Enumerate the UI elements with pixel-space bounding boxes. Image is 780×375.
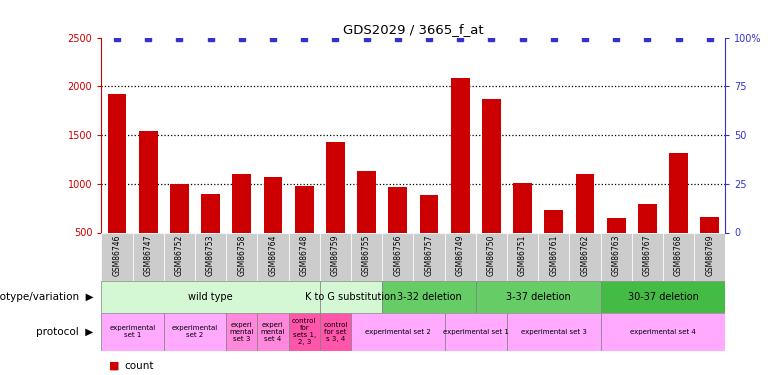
Bar [133, 232, 164, 281]
Bar [445, 313, 507, 351]
Text: wild type: wild type [188, 292, 233, 302]
Bar [451, 78, 470, 281]
Bar [607, 218, 626, 281]
Text: GSM86768: GSM86768 [674, 235, 683, 276]
Bar [476, 281, 601, 313]
Bar [663, 232, 694, 281]
Text: control
for
sets 1,
2, 3: control for sets 1, 2, 3 [292, 318, 317, 345]
Bar [413, 232, 445, 281]
Text: experimental set 3: experimental set 3 [521, 329, 587, 335]
Text: experi
mental
set 3: experi mental set 3 [229, 322, 254, 342]
Text: GSM86748: GSM86748 [300, 235, 309, 276]
Text: GSM86764: GSM86764 [268, 235, 278, 276]
Text: protocol  ▶: protocol ▶ [37, 327, 94, 337]
Bar [445, 232, 476, 281]
Bar [388, 187, 407, 281]
Bar [320, 232, 351, 281]
Bar [195, 232, 226, 281]
Bar [507, 232, 538, 281]
Text: GSM86750: GSM86750 [487, 235, 496, 276]
Bar [638, 204, 657, 281]
Text: GSM86752: GSM86752 [175, 235, 184, 276]
Text: K to G substitution: K to G substitution [306, 292, 396, 302]
Bar [544, 210, 563, 281]
Text: 3-32 deletion: 3-32 deletion [396, 292, 462, 302]
Text: GSM86759: GSM86759 [331, 235, 340, 276]
Bar [700, 217, 719, 281]
Bar [226, 313, 257, 351]
Bar [694, 232, 725, 281]
Text: GSM86762: GSM86762 [580, 235, 590, 276]
Bar [101, 313, 164, 351]
Bar [601, 281, 725, 313]
Bar [482, 99, 501, 281]
Bar [289, 313, 320, 351]
Text: GSM86751: GSM86751 [518, 235, 527, 276]
Text: GSM86767: GSM86767 [643, 235, 652, 276]
Text: experimental set 4: experimental set 4 [630, 329, 696, 335]
Bar [632, 232, 663, 281]
Bar [507, 313, 601, 351]
Text: GSM86761: GSM86761 [549, 235, 558, 276]
Text: 3-37 deletion: 3-37 deletion [505, 292, 571, 302]
Text: GSM86755: GSM86755 [362, 235, 371, 276]
Bar [326, 142, 345, 281]
Bar [101, 232, 133, 281]
Bar [289, 232, 320, 281]
Bar [320, 281, 382, 313]
Bar [320, 313, 351, 351]
Text: GSM86756: GSM86756 [393, 235, 402, 276]
Text: GSM86749: GSM86749 [456, 235, 465, 276]
Title: GDS2029 / 3665_f_at: GDS2029 / 3665_f_at [343, 23, 484, 36]
Text: experimental
set 2: experimental set 2 [172, 326, 218, 338]
Text: 30-37 deletion: 30-37 deletion [628, 292, 698, 302]
Bar [538, 232, 569, 281]
Text: control
for set
s 3, 4: control for set s 3, 4 [323, 322, 348, 342]
Text: experimental
set 1: experimental set 1 [109, 326, 156, 338]
Text: GSM86747: GSM86747 [144, 235, 153, 276]
Text: GSM86757: GSM86757 [424, 235, 434, 276]
Text: ■: ■ [109, 361, 123, 370]
Bar [669, 153, 688, 281]
Bar [164, 232, 195, 281]
Bar [101, 281, 320, 313]
Bar [164, 313, 226, 351]
Text: GSM86769: GSM86769 [705, 235, 714, 276]
Bar [139, 131, 158, 281]
Bar [601, 232, 632, 281]
Bar [513, 183, 532, 281]
Bar [257, 313, 289, 351]
Bar [569, 232, 601, 281]
Bar [201, 194, 220, 281]
Bar [170, 184, 189, 281]
Bar [108, 94, 126, 281]
Text: GSM86753: GSM86753 [206, 235, 215, 276]
Text: experi
mental
set 4: experi mental set 4 [261, 322, 285, 342]
Text: count: count [125, 361, 154, 370]
Bar [382, 281, 476, 313]
Bar [576, 174, 594, 281]
Bar [257, 232, 289, 281]
Text: GSM86763: GSM86763 [612, 235, 621, 276]
Bar [420, 195, 438, 281]
Text: GSM86746: GSM86746 [112, 235, 122, 276]
Bar [232, 174, 251, 281]
Text: GSM86758: GSM86758 [237, 235, 246, 276]
Bar [476, 232, 507, 281]
Bar [226, 232, 257, 281]
Bar [382, 232, 413, 281]
Text: experimental set 2: experimental set 2 [365, 329, 431, 335]
Bar [264, 177, 282, 281]
Bar [351, 313, 445, 351]
Text: genotype/variation  ▶: genotype/variation ▶ [0, 292, 94, 302]
Text: experimental set 1: experimental set 1 [443, 329, 509, 335]
Bar [295, 186, 314, 281]
Bar [601, 313, 725, 351]
Bar [351, 232, 382, 281]
Bar [357, 171, 376, 281]
